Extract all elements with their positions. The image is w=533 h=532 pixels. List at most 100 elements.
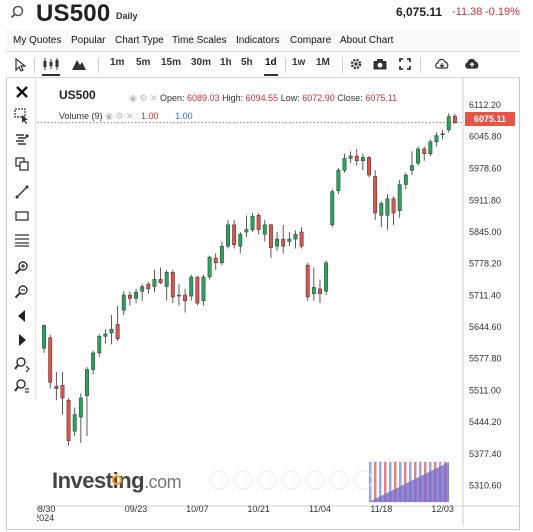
price-change: -11.38 bbox=[452, 6, 483, 18]
scroll-left-icon[interactable] bbox=[14, 308, 30, 324]
candle-body bbox=[54, 385, 59, 389]
navigator-bar bbox=[384, 462, 387, 502]
x-tick-label: 08/30 bbox=[37, 504, 55, 514]
mountain-chart-icon[interactable] bbox=[72, 58, 86, 70]
candle-body bbox=[244, 229, 249, 233]
candle-body bbox=[85, 369, 89, 396]
active-chart-type-indicator bbox=[42, 74, 60, 76]
candle-body bbox=[348, 155, 353, 159]
zoom-fit-icon[interactable] bbox=[14, 378, 30, 394]
candle-body bbox=[121, 294, 126, 311]
interval-15m[interactable]: 15m bbox=[161, 57, 182, 68]
fullscreen-icon[interactable] bbox=[399, 58, 411, 70]
navigator-bar bbox=[389, 462, 392, 502]
candle-body bbox=[379, 203, 384, 216]
toolbar-divider bbox=[342, 57, 343, 73]
candle-body bbox=[109, 328, 114, 334]
candle-body bbox=[410, 165, 414, 171]
candle-body bbox=[299, 231, 304, 247]
scroll-right-icon[interactable] bbox=[14, 332, 30, 348]
candle-body bbox=[428, 141, 433, 154]
candle-body bbox=[318, 288, 322, 294]
interval-30m[interactable]: 30m bbox=[191, 57, 212, 68]
gear-icon[interactable] bbox=[349, 57, 363, 71]
rectangle-icon[interactable] bbox=[14, 208, 30, 224]
search-icon[interactable] bbox=[10, 5, 24, 19]
period-label: Daily bbox=[116, 11, 138, 21]
candle-body bbox=[127, 294, 132, 299]
candle-body bbox=[391, 198, 396, 214]
candle-body bbox=[385, 198, 390, 216]
save-cloud-icon[interactable] bbox=[434, 57, 450, 71]
zoom-reset-icon[interactable] bbox=[14, 356, 30, 372]
candle-body bbox=[42, 325, 47, 349]
navigator-bar bbox=[399, 462, 402, 502]
candle-body bbox=[275, 238, 279, 247]
candle-body bbox=[293, 234, 298, 240]
eye-icon[interactable]: ◉ ⚙ ✕ bbox=[129, 93, 158, 103]
candle-body bbox=[330, 191, 335, 226]
interval-5h[interactable]: 5h bbox=[241, 57, 253, 68]
interval-1h[interactable]: 1h bbox=[220, 57, 232, 68]
close-value: 6075.11 bbox=[365, 93, 398, 103]
candle-body bbox=[134, 291, 138, 299]
navigator-bar bbox=[404, 462, 407, 502]
copy-icon[interactable] bbox=[14, 156, 30, 172]
x-tick-label: 09/23 bbox=[125, 504, 148, 514]
candle-body bbox=[189, 276, 194, 297]
candle-body bbox=[195, 276, 200, 304]
camera-icon[interactable] bbox=[373, 58, 387, 70]
zoom-out-icon[interactable] bbox=[14, 284, 30, 300]
candlestick-chart-icon[interactable] bbox=[42, 57, 60, 71]
menu-bar: My Quotes Popular Chart Type Time Scales… bbox=[6, 30, 520, 52]
drawing-toolbar bbox=[6, 78, 36, 400]
interval-5m[interactable]: 5m bbox=[136, 57, 151, 68]
chart-area[interactable]: 6112.20 6045.80 5978.60 5911.80 5845.00 5778.… bbox=[33, 78, 519, 526]
navigator-bar bbox=[374, 462, 377, 502]
candle-body bbox=[281, 238, 286, 247]
candle-body bbox=[324, 262, 329, 292]
quote-header: US500 Daily 6,075.11 -11.38 -0.19% bbox=[0, 0, 533, 30]
y-tick-label: 6045.80 bbox=[469, 132, 502, 142]
navigation-control bbox=[209, 470, 229, 490]
navigation-control bbox=[257, 470, 277, 490]
open-value: 6089.03 bbox=[187, 93, 220, 103]
menu-my-quotes[interactable]: My Quotes bbox=[13, 35, 62, 46]
interval-1d[interactable]: 1d bbox=[265, 57, 277, 68]
fibonacci-icon[interactable] bbox=[14, 232, 30, 248]
close-icon[interactable] bbox=[14, 84, 30, 100]
select-drawing-icon[interactable] bbox=[14, 108, 30, 124]
candle-body bbox=[403, 174, 408, 185]
candle-body bbox=[416, 148, 421, 164]
y-tick-label: 5778.20 bbox=[469, 259, 502, 269]
menu-chart-type[interactable]: Chart Type bbox=[115, 35, 164, 46]
last-price-tag: 6075.11 bbox=[465, 112, 515, 126]
active-interval-indicator bbox=[264, 74, 278, 76]
trendline-icon[interactable] bbox=[14, 184, 30, 200]
interval-1m[interactable]: 1m bbox=[110, 57, 125, 68]
symbol-title: US500 bbox=[36, 0, 111, 27]
menu-about-chart[interactable]: About Chart bbox=[340, 35, 394, 46]
pattern-tool-icon[interactable] bbox=[14, 132, 30, 148]
interval-1M[interactable]: 1M bbox=[316, 57, 330, 68]
candle-body bbox=[183, 294, 188, 301]
navigation-control bbox=[233, 470, 253, 490]
cursor-icon[interactable] bbox=[14, 58, 26, 72]
candle-body bbox=[440, 133, 445, 135]
volume-value: 1.00 bbox=[141, 111, 159, 121]
menu-time-scales[interactable]: Time Scales bbox=[172, 35, 227, 46]
candle-body bbox=[256, 215, 261, 230]
menu-compare[interactable]: Compare bbox=[290, 35, 332, 46]
load-cloud-icon[interactable] bbox=[464, 57, 480, 71]
x-tick-label: 10/07 bbox=[186, 504, 209, 514]
candle-body bbox=[226, 224, 230, 247]
candle-body bbox=[434, 135, 439, 143]
zoom-in-icon[interactable] bbox=[14, 260, 30, 276]
navigator-bar bbox=[369, 462, 372, 502]
candlestick-chart[interactable]: 6112.20 6045.80 5978.60 5911.80 5845.00 5778.… bbox=[33, 78, 519, 526]
navigator-bar bbox=[394, 462, 397, 502]
menu-popular[interactable]: Popular bbox=[71, 35, 106, 46]
volume-settings-icon[interactable]: ◉ ⚙ ✕ : bbox=[105, 111, 139, 121]
interval-1w[interactable]: 1w bbox=[292, 57, 306, 68]
menu-indicators[interactable]: Indicators bbox=[236, 35, 280, 46]
